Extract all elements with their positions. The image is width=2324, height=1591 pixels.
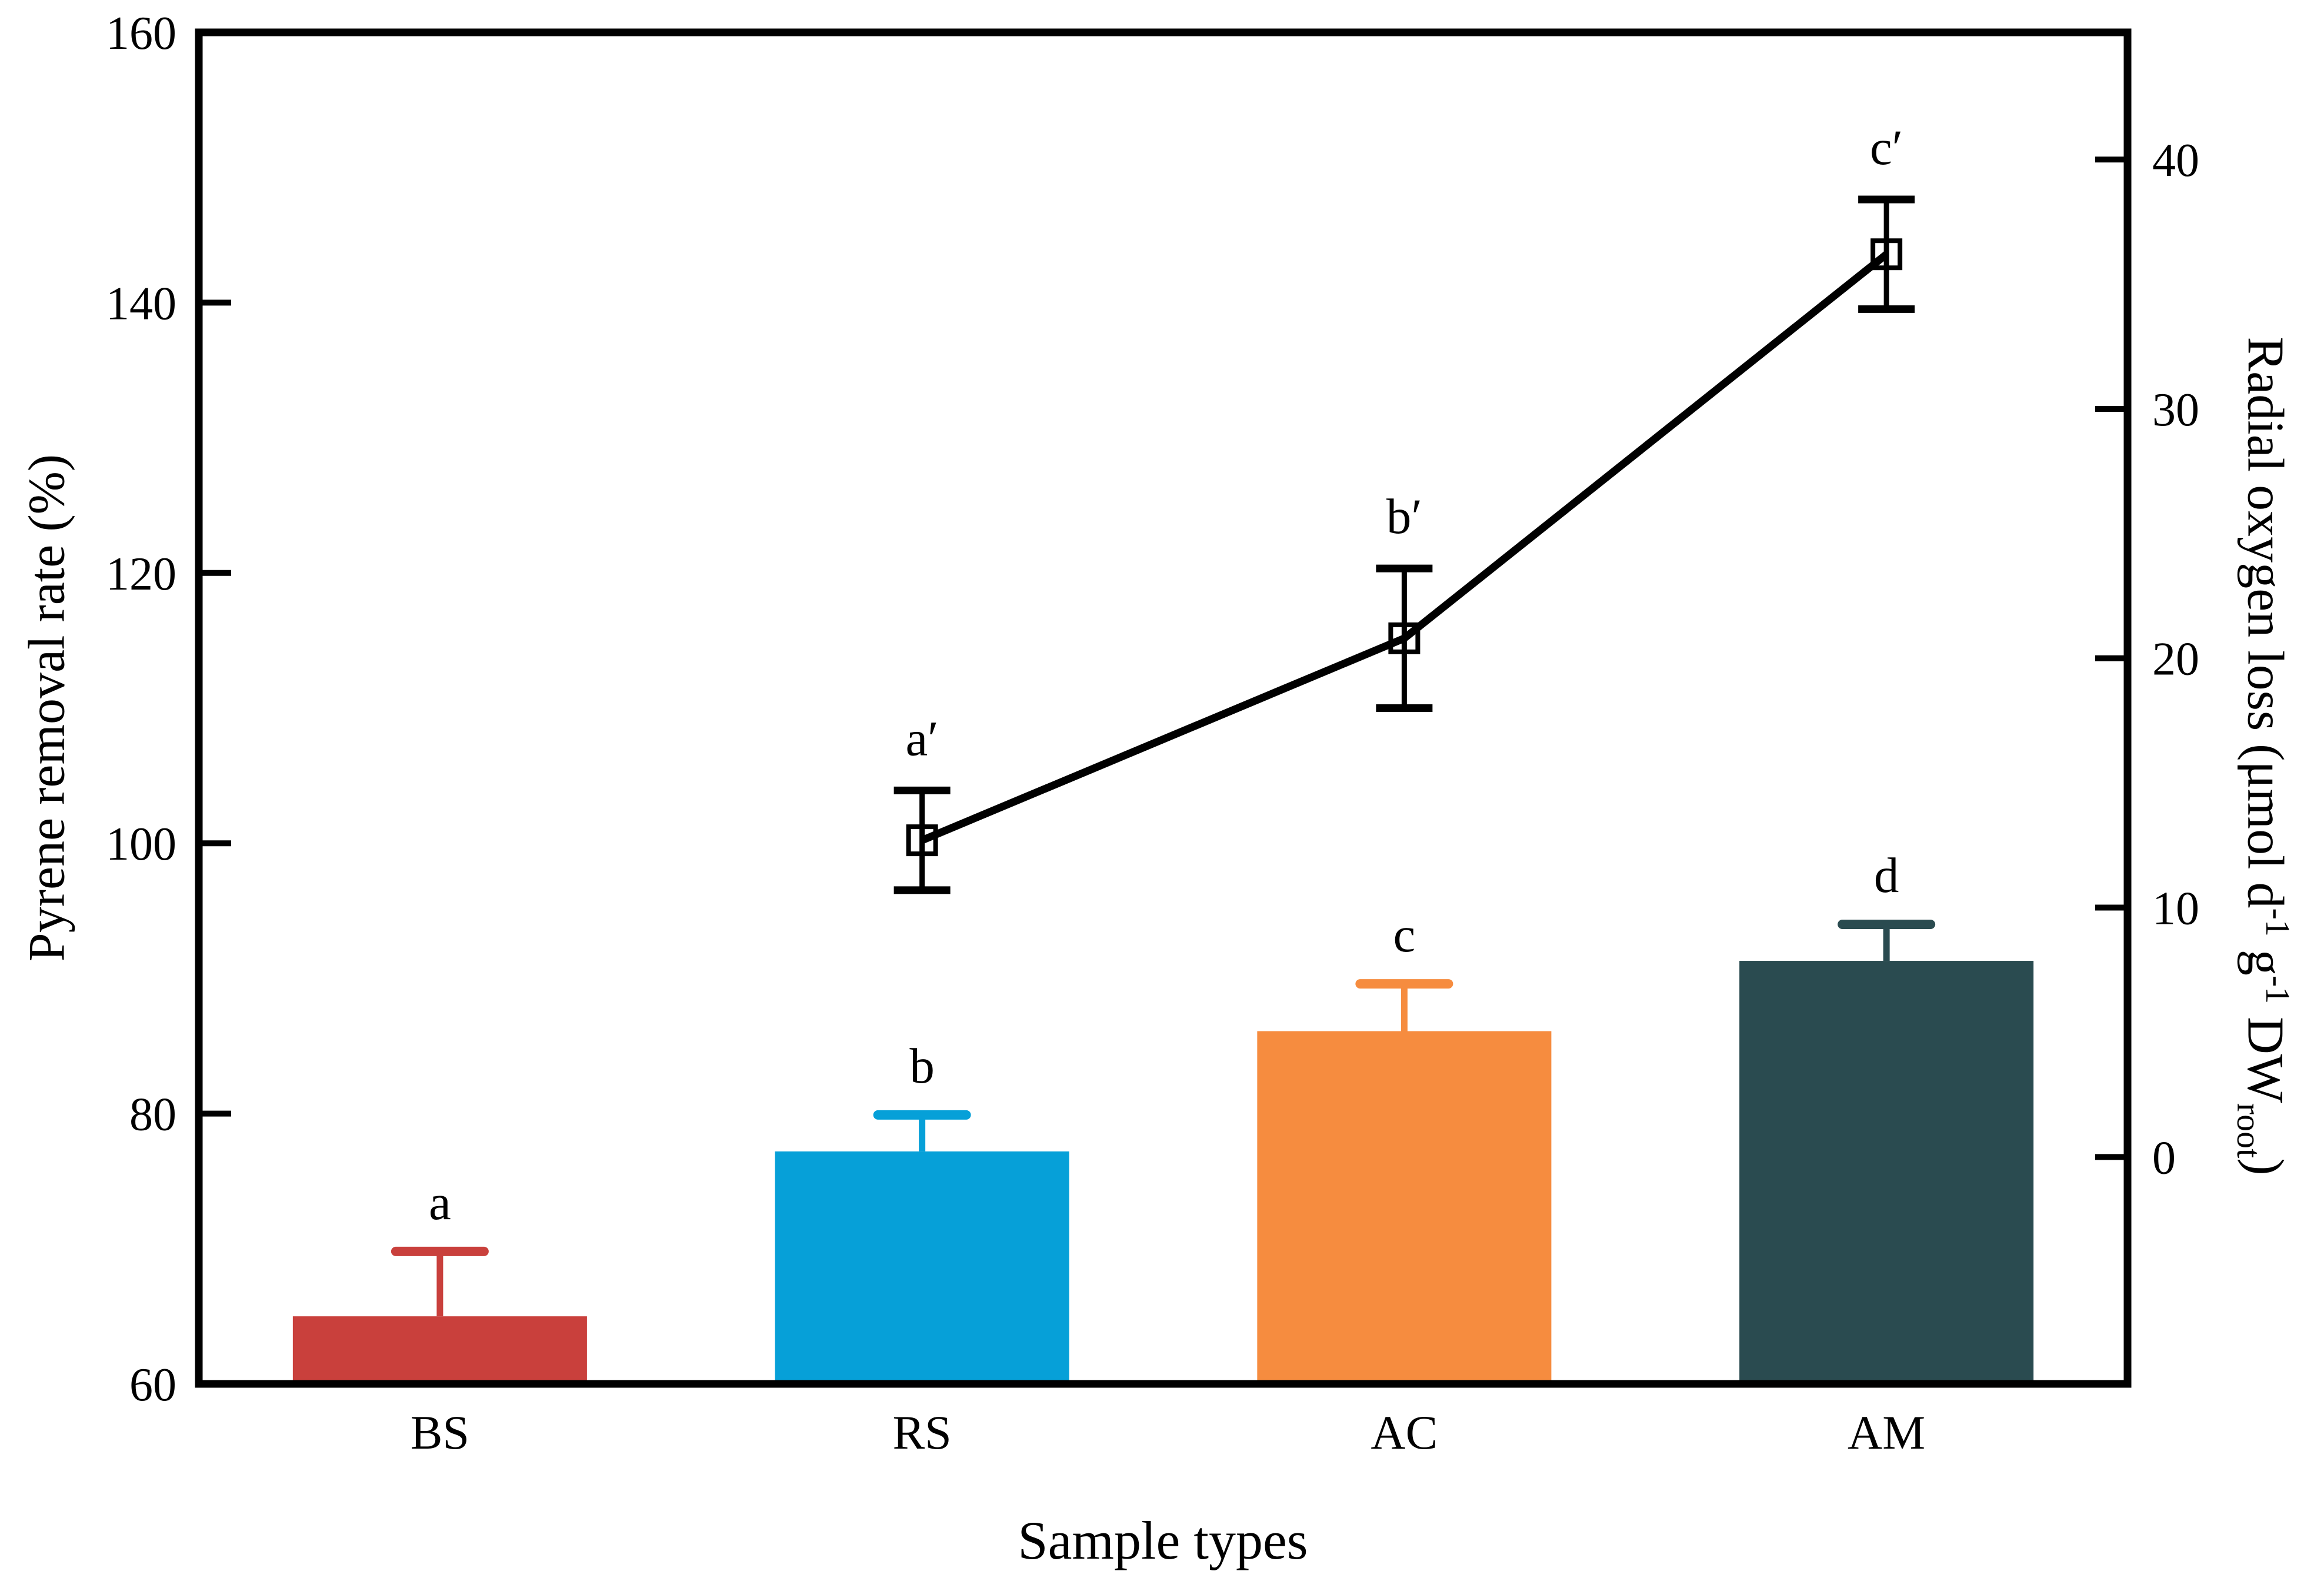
bar-sig-label: c — [1393, 907, 1416, 963]
right-axis-sub: root — [2230, 1103, 2269, 1159]
right-tick-label: 40 — [2152, 135, 2199, 187]
right-tick-label: 10 — [2152, 883, 2199, 935]
square-marker — [1388, 622, 1421, 654]
left-tick-label: 140 — [106, 278, 176, 329]
bar-AM — [1739, 961, 2034, 1384]
x-axis-title: Sample types — [1018, 1510, 1308, 1570]
bar-RS — [775, 1151, 1069, 1384]
category-label-BS: BS — [411, 1406, 469, 1459]
square-marker — [1870, 238, 1903, 271]
left-tick-label: 80 — [129, 1089, 176, 1141]
right-axis-title-text: Radial oxygen loss (μmol d — [2236, 337, 2294, 908]
category-label-AM: AM — [1848, 1406, 1925, 1459]
line-sig-label: c′ — [1870, 120, 1903, 175]
square-marker — [906, 824, 938, 857]
right-tick-label: 20 — [2152, 634, 2199, 685]
left-tick-label: 60 — [129, 1359, 176, 1411]
line-sig-label: a′ — [905, 711, 938, 766]
right-axis-sup: -1 — [2258, 908, 2297, 937]
category-label-RS: RS — [892, 1406, 951, 1459]
right-axis-title: Radial oxygen loss (μmol d-1 g-1 DWroot) — [2229, 337, 2298, 1175]
bar-BS — [292, 1316, 587, 1384]
right-axis-title-text: ) — [2236, 1158, 2294, 1176]
left-tick-label: 160 — [106, 8, 176, 59]
rol-line — [921, 251, 1889, 844]
bar-sig-label: b — [909, 1039, 935, 1094]
bar-AC — [1257, 1031, 1552, 1384]
bar-sig-label: d — [1874, 848, 1899, 903]
right-tick-label: 0 — [2152, 1132, 2176, 1184]
left-tick-label: 100 — [106, 818, 176, 870]
category-label-AC: AC — [1371, 1406, 1438, 1459]
plot-frame — [195, 28, 2132, 1388]
left-tick-label: 120 — [106, 548, 176, 600]
line-sig-label: b′ — [1386, 489, 1422, 544]
bar-sig-label: a — [429, 1175, 451, 1230]
right-axis-sup: -1 — [2258, 975, 2297, 1004]
left-axis-title: Pyrene removal rate (%) — [18, 454, 76, 962]
right-tick-label: 30 — [2152, 384, 2199, 436]
right-axis-title-text: DW — [2236, 1004, 2294, 1103]
right-axis-title-text: g — [2236, 936, 2294, 976]
